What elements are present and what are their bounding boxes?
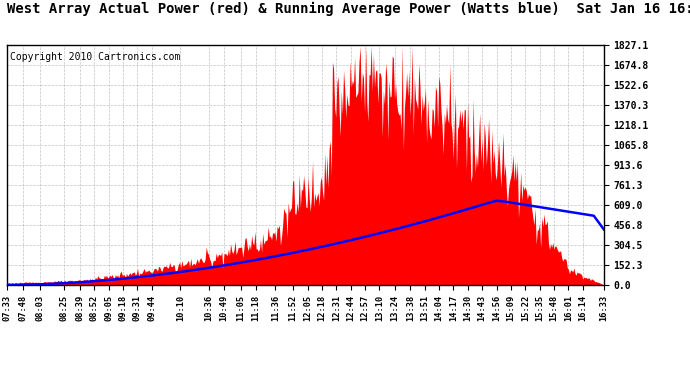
Text: West Array Actual Power (red) & Running Average Power (Watts blue)  Sat Jan 16 1: West Array Actual Power (red) & Running … (7, 2, 690, 16)
Text: Copyright 2010 Cartronics.com: Copyright 2010 Cartronics.com (10, 52, 180, 62)
